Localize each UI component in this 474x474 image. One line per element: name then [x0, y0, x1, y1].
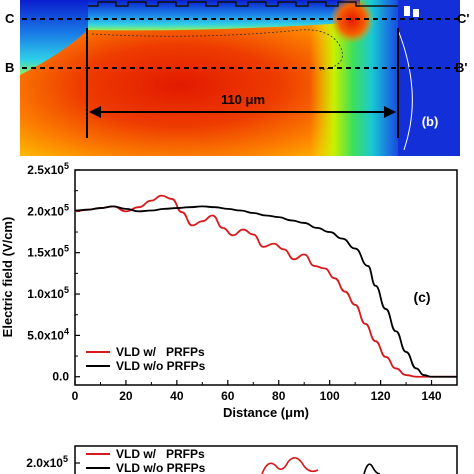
dimension-label: 110 μm [221, 92, 265, 107]
simulation-panel: C B C' B' 110 μm (b) [5, 0, 469, 156]
cut-marker-b: B [5, 60, 14, 75]
legend-label-black: VLD w/o PRFPs [116, 359, 206, 373]
sim-depletion-edge [397, 29, 413, 151]
sim-right-notch-2 [413, 9, 419, 17]
chart-d-y-tick-label: 2.0x105 [26, 454, 68, 470]
chart-c-x-axis-title: Distance (μm) [223, 405, 309, 420]
chart-d-black-curve-fragment [363, 463, 381, 474]
chart-d-legend-label-red: VLD w/ PRFPs [116, 447, 205, 461]
chart-d-legend-label-black: VLD w/o PRFPs [116, 461, 206, 474]
x-tick-label: 140 [422, 389, 442, 403]
x-tick-label: 80 [272, 389, 286, 403]
chart-c: 0 20 40 60 80 100 120 140 0.0 5.0x104 1.0x105 1.5x1… [0, 161, 458, 420]
y-tick-label: 1.0x105 [27, 285, 69, 301]
legend-label-red: VLD w/ PRFPs [116, 345, 205, 359]
cut-marker-c: C [5, 11, 15, 26]
sim-right-substrate [398, 0, 460, 156]
y-tick-label: 0.0 [52, 370, 69, 384]
x-tick-label: 60 [221, 389, 235, 403]
chart-c-frame [74, 169, 458, 386]
panel-label-b: (b) [422, 114, 439, 129]
sim-contour-line [91, 29, 343, 71]
chart-c-y-axis-title: Electric field (V/cm) [0, 217, 15, 338]
series-line-vld-with-prfps [74, 194, 457, 378]
chart-c-legend: VLD w/ PRFPs VLD w/o PRFPs [86, 345, 206, 373]
chart-c-series [74, 194, 457, 378]
chart-c-ticks: 0 20 40 60 80 100 120 140 0.0 5.0x104 1.0x105 1.5x1… [27, 161, 442, 403]
dimension-arrowhead-left [89, 106, 101, 118]
sim-surface-contour [88, 1, 398, 7]
chart-d-frame [74, 445, 458, 474]
x-tick-label: 40 [170, 389, 184, 403]
dimension-arrowhead-right [384, 106, 396, 118]
chart-d-partial: 2.0x105 VLD w/ PRFPs VLD w/o PRFPs [26, 445, 458, 474]
series-line-vld-without-prfps [74, 205, 457, 378]
y-tick-label: 2.0x105 [27, 202, 69, 218]
chart-d-red-curve-fragment [261, 457, 319, 474]
y-tick-label: 5.0x104 [27, 326, 69, 342]
cut-marker-c-prime: C' [457, 11, 469, 26]
y-tick-label: 2.5x105 [27, 161, 69, 177]
x-tick-label: 120 [371, 389, 391, 403]
sim-top-band [88, 0, 360, 31]
x-tick-label: 100 [320, 389, 340, 403]
y-tick-label: 1.5x105 [27, 244, 69, 260]
chart-c-panel-label: (c) [413, 289, 430, 305]
x-tick-label: 20 [119, 389, 133, 403]
sim-right-notch [404, 6, 410, 16]
x-tick-label: 0 [72, 389, 79, 403]
cut-marker-b-prime: B' [455, 60, 467, 75]
sim-hot-spot [330, 0, 374, 44]
